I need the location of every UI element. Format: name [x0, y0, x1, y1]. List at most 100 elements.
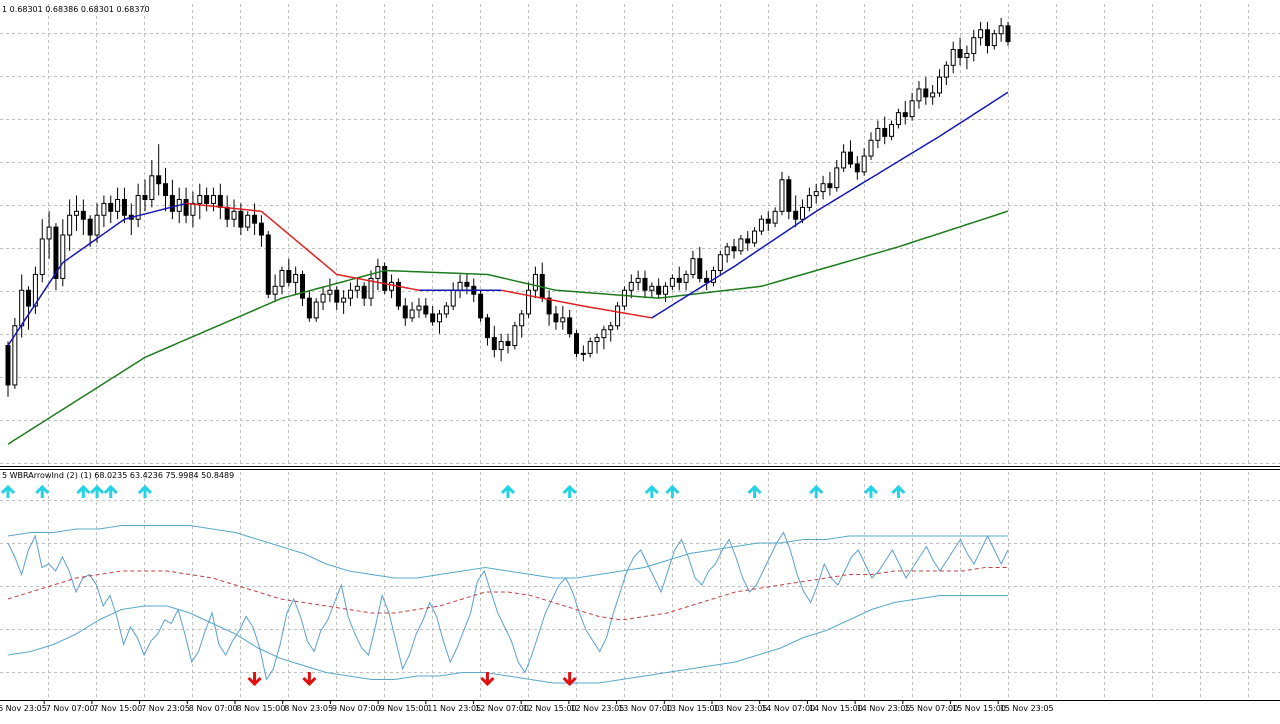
ma-fast-segment: [932, 135, 940, 142]
lower-band-line: [7, 595, 1008, 684]
candle: [5, 341, 11, 397]
candle-body-bull: [868, 139, 874, 157]
ma-fast-segment: [904, 152, 913, 158]
candle-body-bear: [402, 305, 408, 319]
candle-body-bear: [957, 49, 963, 58]
ma-fast-segment: [48, 272, 57, 284]
candle-body-bear: [573, 333, 579, 354]
candle-body-bear: [217, 195, 223, 208]
candle: [950, 41, 956, 74]
candle-body-bear: [827, 183, 833, 189]
ma-fast-segment: [808, 210, 817, 217]
candle: [902, 100, 908, 125]
time-tick-label: 7 Nov 07:00: [46, 704, 95, 713]
up-arrow-icon: [500, 484, 516, 498]
candle: [12, 317, 18, 389]
ma-fast-segment: [206, 204, 214, 208]
ma-fast-segment: [548, 298, 557, 302]
ma-fast-segment: [870, 173, 879, 179]
candle: [245, 211, 251, 232]
time-tick-label: 12 Nov 15:00: [523, 704, 577, 713]
up-arrow-icon: [809, 484, 824, 498]
ma-fast-segment: [179, 202, 187, 206]
candle-body-bull: [498, 341, 504, 350]
candle-body-bull: [46, 226, 52, 240]
ma-fast-segment: [34, 293, 43, 305]
candle: [854, 156, 860, 180]
down-arrow-icon: [562, 672, 577, 687]
candle: [39, 219, 45, 283]
candle-body-bull: [861, 155, 867, 173]
candle: [984, 21, 990, 54]
candle-body-bull: [991, 33, 997, 47]
ma-fast-segment: [651, 312, 660, 319]
candle: [971, 29, 977, 62]
candle: [827, 171, 833, 196]
candle: [115, 187, 121, 220]
candle-body-bull: [998, 25, 1004, 35]
candle-body-bear: [395, 281, 401, 307]
candle-body-bull: [389, 281, 395, 291]
ma-fast-segment: [596, 307, 605, 311]
candle: [587, 337, 593, 358]
candle: [121, 187, 127, 224]
candle: [621, 286, 627, 310]
price-panel[interactable]: [5, 17, 1011, 445]
ma-fast-segment: [638, 314, 646, 318]
ma-fast-segment: [822, 202, 831, 208]
indicator-panel[interactable]: [0, 484, 1009, 687]
candle: [53, 223, 59, 291]
candle: [937, 69, 943, 97]
candle-body-bull: [443, 305, 449, 315]
candle: [505, 333, 511, 354]
upper-band-line: [7, 525, 1008, 579]
candle-body-bull: [190, 202, 196, 216]
ma-fast-segment: [103, 228, 112, 235]
candle-body-bull: [347, 289, 353, 299]
candle-body-bear: [224, 206, 230, 220]
ma-fast-segment: [754, 247, 762, 254]
ma-fast-segment: [918, 144, 927, 150]
ma-fast-segment: [199, 204, 207, 207]
ma-fast-segment: [41, 282, 50, 295]
candle: [443, 302, 449, 318]
candle-body-bull: [519, 313, 525, 327]
candle: [80, 199, 86, 235]
ma-fast-segment: [761, 242, 769, 249]
candle: [628, 274, 634, 299]
ma-fast-segment: [240, 208, 248, 211]
candle-body-bear: [26, 289, 32, 307]
time-tick-label: 15 Nov 23:05: [1000, 704, 1054, 713]
up-arrow-icon: [137, 484, 153, 498]
candle: [204, 187, 210, 212]
candle-body-bear: [258, 222, 264, 236]
ma-fast-segment: [96, 233, 105, 240]
ma-fast-segment: [747, 252, 755, 258]
up-arrow-icon: [644, 484, 659, 498]
candle-body-bear: [334, 289, 340, 303]
candle-body-bull: [532, 273, 538, 291]
candle: [293, 266, 299, 295]
candle: [224, 195, 230, 228]
candle: [313, 298, 319, 322]
candle: [60, 219, 66, 287]
candle-body-bull: [210, 195, 216, 204]
ma-slow-line: [7, 210, 1009, 445]
ma-fast-segment: [329, 268, 338, 276]
up-arrow-head: [103, 484, 118, 495]
candle-body-bear: [1005, 25, 1011, 43]
ma-fast-segment: [357, 277, 365, 281]
ma-fast-segment: [315, 256, 324, 264]
candle: [580, 345, 586, 362]
ma-fast-segment: [781, 229, 790, 235]
candle: [786, 175, 792, 220]
time-tick-label: 14 Nov 23:05: [857, 704, 911, 713]
ma-fast-segment: [959, 118, 968, 124]
ma-fast-segment: [624, 312, 632, 316]
ma-fast-segment: [233, 207, 241, 210]
candle-body-bear: [984, 29, 990, 47]
candle-body-bull: [279, 270, 285, 287]
up-arrow-icon: [863, 484, 879, 498]
up-arrow-icon: [0, 484, 16, 498]
